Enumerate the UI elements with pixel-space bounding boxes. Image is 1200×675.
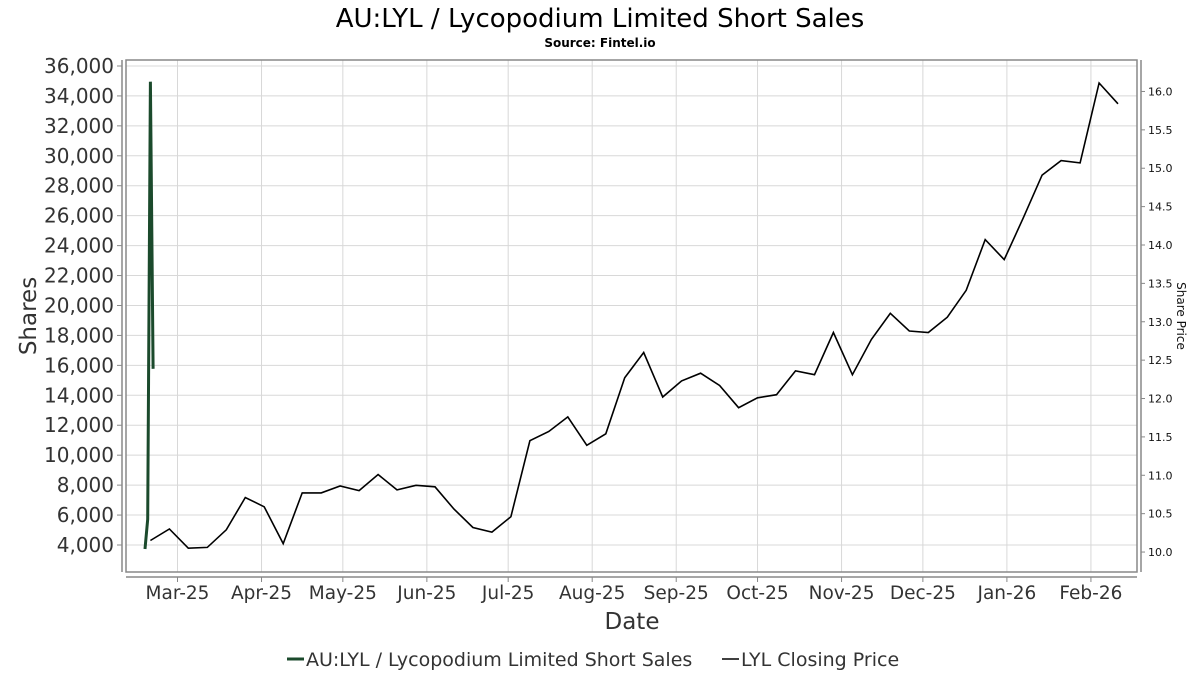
right-y-tick-label: 13.0	[1148, 316, 1173, 329]
y-axis-label: Shares	[16, 277, 42, 355]
legend-label-short-sales: AU:LYL / Lycopodium Limited Short Sales	[306, 649, 692, 671]
y-tick-label: 32,000	[44, 114, 114, 138]
right-y-axis-label: Share Price	[1174, 282, 1188, 350]
chart-subtitle: Source: Fintel.io	[544, 36, 655, 50]
x-tick-label: Nov-25	[809, 583, 875, 604]
right-y-tick-label: 10.0	[1148, 546, 1173, 559]
right-y-tick-label: 15.0	[1148, 162, 1173, 175]
x-tick-label: Dec-25	[890, 583, 956, 604]
x-tick-label: Sep-25	[644, 583, 709, 604]
x-tick-label: Jul-25	[481, 583, 535, 604]
x-tick-label: Apr-25	[231, 583, 292, 604]
legend: AU:LYL / Lycopodium Limited Short Sales …	[287, 649, 899, 671]
right-y-tick-label: 14.0	[1148, 239, 1173, 252]
right-y-tick-label: 16.0	[1148, 85, 1173, 98]
right-y-tick-label: 11.0	[1148, 469, 1173, 482]
y-tick-label: 34,000	[44, 84, 114, 108]
x-tick-label: May-25	[309, 583, 377, 604]
plot-frame	[125, 59, 1138, 573]
right-y-tick-label: 14.5	[1148, 201, 1173, 214]
y-tick-label: 30,000	[44, 144, 114, 168]
right-y-tick-label: 10.5	[1148, 508, 1173, 521]
y-tick-label: 4,000	[57, 533, 114, 557]
gridlines	[126, 60, 1137, 572]
right-y-tick-label: 15.5	[1148, 124, 1173, 137]
legend-label-closing-price: LYL Closing Price	[741, 649, 899, 671]
y-tick-label: 20,000	[44, 293, 114, 317]
series-lines	[143, 81, 1119, 550]
x-tick-label: Jan-26	[977, 583, 1037, 604]
x-tick-label: Mar-25	[146, 583, 210, 604]
left-y-axis-ticks: 4,000 6,000 8,000 10,000 12,000 14,000 16,000 1…	[44, 54, 122, 557]
closing-price-line	[149, 81, 1119, 550]
y-tick-label: 8,000	[57, 473, 114, 497]
y-tick-label: 26,000	[44, 204, 114, 228]
y-tick-label: 10,000	[44, 443, 114, 467]
y-tick-label: 22,000	[44, 264, 114, 288]
right-y-axis-ticks: 10.0 10.5 11.0 11.5 12.0 12.5 13.0 13.5 14.0 14.5…	[1141, 85, 1173, 559]
right-y-tick-label: 12.0	[1148, 393, 1173, 406]
y-tick-label: 18,000	[44, 323, 114, 347]
y-tick-label: 14,000	[44, 383, 114, 407]
x-tick-label: Jun-25	[396, 583, 456, 604]
y-tick-label: 24,000	[44, 234, 114, 258]
x-tick-label: Aug-25	[559, 583, 625, 604]
right-y-tick-label: 13.5	[1148, 277, 1173, 290]
x-axis-label: Date	[605, 609, 660, 635]
right-y-tick-label: 12.5	[1148, 354, 1173, 367]
x-tick-label: Feb-26	[1059, 583, 1122, 604]
y-tick-label: 6,000	[57, 503, 114, 527]
x-axis-ticks: Mar-25 Apr-25 May-25 Jun-25 Jul-25 Aug-25 Sep-…	[146, 577, 1122, 604]
chart-title: AU:LYL / Lycopodium Limited Short Sales	[336, 4, 865, 34]
short-sales-line	[143, 81, 155, 550]
y-tick-label: 36,000	[44, 54, 114, 78]
x-tick-label: Oct-25	[726, 583, 788, 604]
y-tick-label: 28,000	[44, 174, 114, 198]
right-y-tick-label: 11.5	[1148, 431, 1173, 444]
y-tick-label: 12,000	[44, 413, 114, 437]
y-tick-label: 16,000	[44, 353, 114, 377]
